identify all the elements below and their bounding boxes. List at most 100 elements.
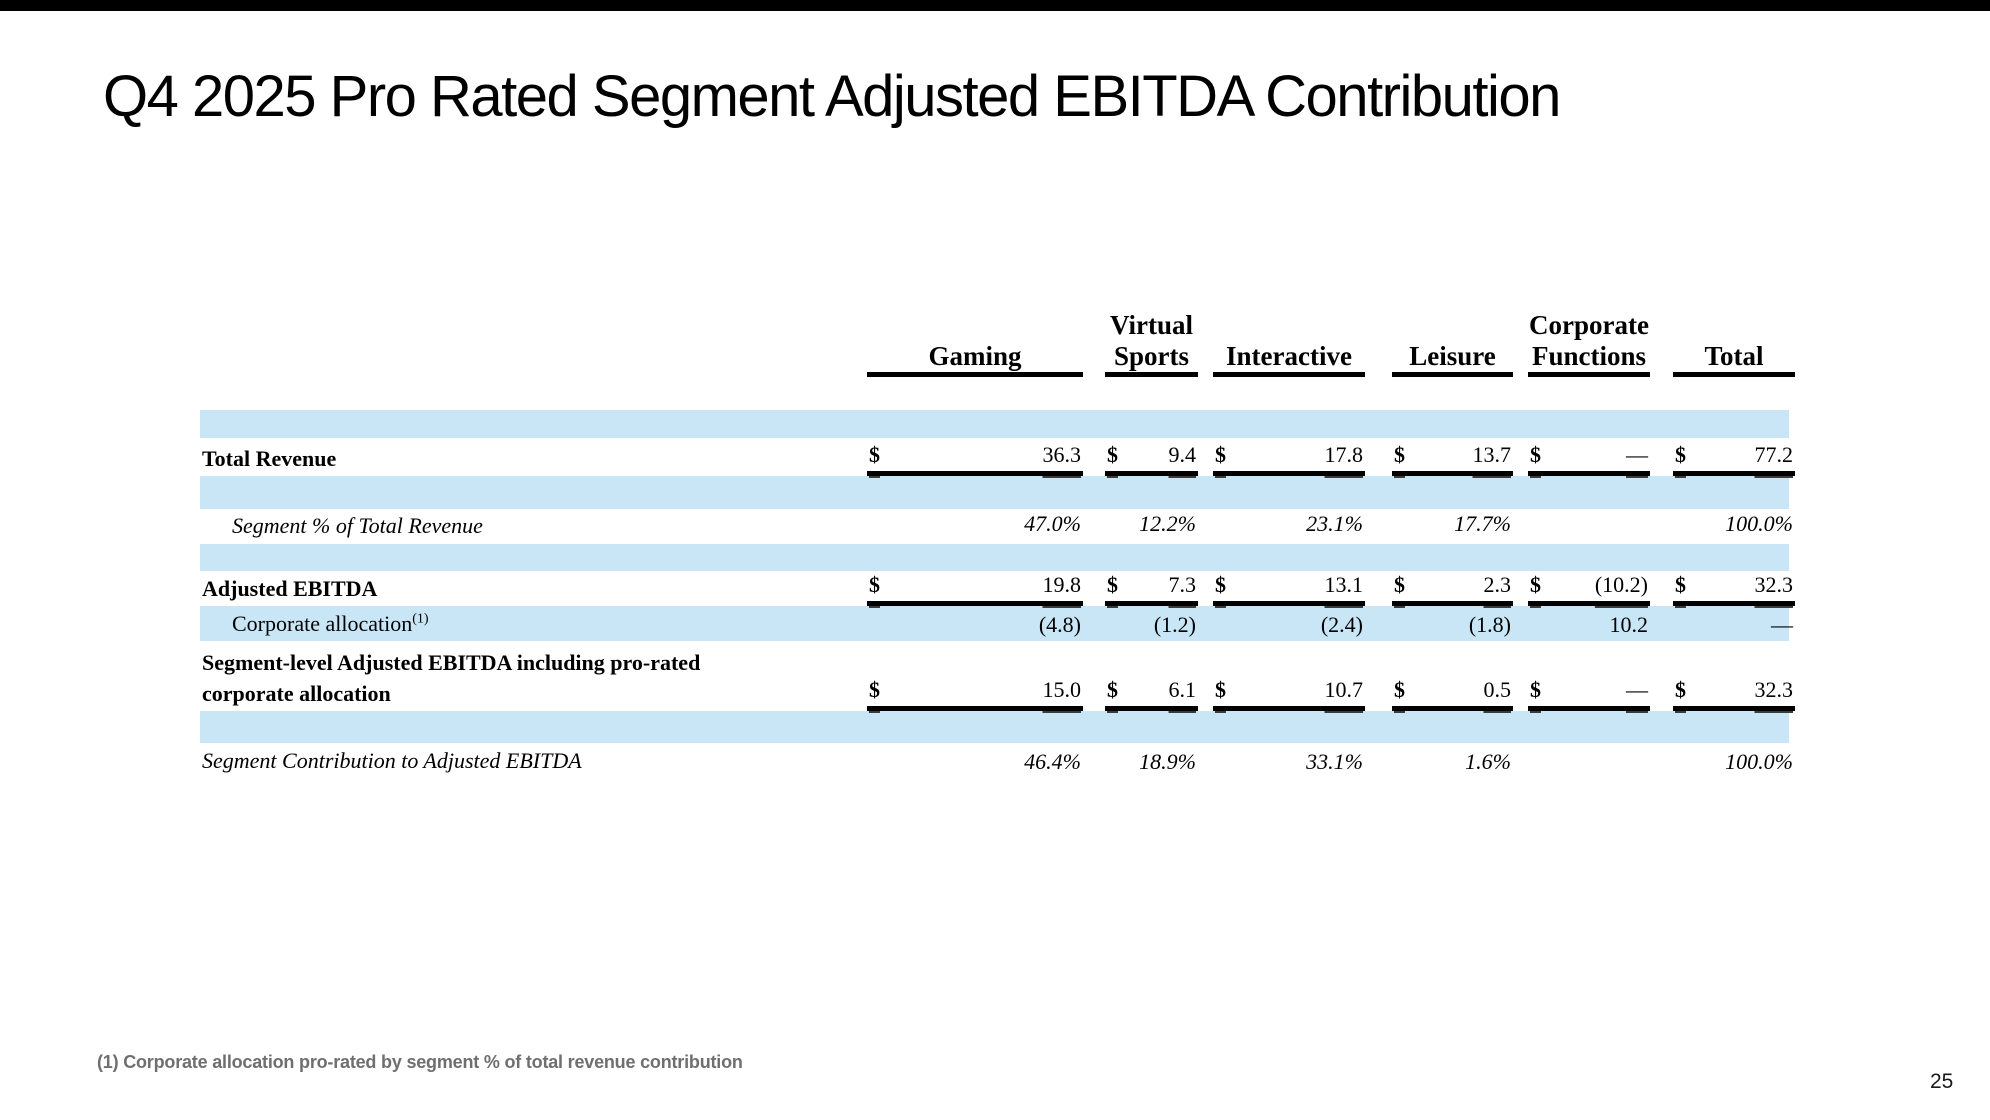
- total-revenue-interactive-cell: $ 17.8: [1213, 438, 1365, 476]
- total-revenue-leisure-cell: $ 13.7: [1392, 438, 1513, 476]
- currency-symbol: $: [1394, 572, 1405, 597]
- cell-value: (1.2): [1153, 612, 1196, 637]
- cell-value: 36.3: [1042, 442, 1082, 467]
- slide-title: Q4 2025 Pro Rated Segment Adjusted EBITD…: [103, 64, 1561, 129]
- currency-symbol: $: [1215, 442, 1226, 467]
- segment-level-interactive-cell: $ 10.7: [1213, 641, 1365, 711]
- cell-value: 23.1%: [1306, 510, 1363, 536]
- cell-value: 6.1: [1168, 677, 1197, 702]
- currency-symbol: $: [869, 572, 880, 597]
- adjusted-ebitda-corporate-functions-cell: $ (10.2): [1528, 571, 1650, 606]
- cell-value: 1.6%: [1465, 749, 1511, 774]
- cell-value: 12.2%: [1139, 510, 1196, 536]
- segment-level-gaming-cell: $ 15.0: [867, 641, 1083, 711]
- cell-value: 10.7: [1324, 677, 1364, 702]
- currency-symbol: $: [1107, 677, 1118, 702]
- column-header-label: Corporate: [1529, 310, 1649, 340]
- table-row-segment-level-ebitda: Segment-level Adjusted EBITDA including …: [0, 641, 1990, 711]
- corporate-allocation-gaming-cell: (4.8): [867, 606, 1083, 641]
- cell-value: 17.8: [1324, 442, 1364, 467]
- currency-symbol: $: [1530, 442, 1541, 467]
- adjusted-ebitda-interactive-cell: $ 13.1: [1213, 571, 1365, 606]
- corporate-allocation-virtual-sports-cell: (1.2): [1105, 606, 1198, 641]
- cell-value: 0.5: [1483, 677, 1512, 702]
- segment-pct-total-cell: 100.0%: [1673, 509, 1795, 544]
- segment-contribution-gaming-cell: 46.4%: [867, 743, 1083, 778]
- table-row-segment-pct-of-revenue: Segment % of Total Revenue 47.0% 12.2% 2…: [0, 509, 1990, 544]
- cell-value: 100.0%: [1725, 749, 1793, 774]
- segment-contribution-total-cell: 100.0%: [1673, 743, 1795, 778]
- currency-symbol: $: [1394, 442, 1405, 467]
- total-revenue-corporate-functions-cell: $ —: [1528, 438, 1650, 476]
- table-stripe: [200, 711, 1789, 743]
- column-header-label: Total: [1704, 341, 1764, 371]
- currency-symbol: $: [1675, 572, 1686, 597]
- currency-symbol: $: [1215, 572, 1226, 597]
- corporate-allocation-leisure-cell: (1.8): [1392, 606, 1513, 641]
- cell-value: (1.8): [1468, 612, 1511, 637]
- row-label-line1: Segment-level Adjusted EBITDA including …: [202, 650, 701, 675]
- column-header-label: Sports: [1113, 341, 1189, 371]
- row-label: Segment Contribution to Adjusted EBITDA: [202, 748, 582, 773]
- column-header-label: Functions: [1531, 341, 1647, 371]
- currency-symbol: $: [1530, 677, 1541, 702]
- footnote: (1) Corporate allocation pro-rated by se…: [97, 1052, 743, 1072]
- total-revenue-gaming-cell: $ 36.3: [867, 438, 1083, 476]
- cell-value: 32.3: [1754, 677, 1794, 702]
- currency-symbol: $: [1675, 442, 1686, 467]
- cell-value: (4.8): [1038, 612, 1081, 637]
- segment-pct-gaming-cell: 47.0%: [867, 509, 1083, 544]
- adjusted-ebitda-gaming-cell: $ 19.8: [867, 571, 1083, 606]
- currency-symbol: $: [1675, 677, 1686, 702]
- row-label: Total Revenue: [202, 446, 337, 471]
- segment-level-leisure-cell: $ 0.5: [1392, 641, 1513, 711]
- table-stripe: [200, 544, 1789, 571]
- adjusted-ebitda-leisure-cell: $ 2.3: [1392, 571, 1513, 606]
- segment-level-total-cell: $ 32.3: [1673, 641, 1795, 711]
- page-number: 25: [1930, 1070, 1954, 1093]
- currency-symbol: $: [869, 677, 880, 702]
- segment-pct-corporate-functions-cell: [1528, 509, 1650, 544]
- cell-value: 10.2: [1609, 612, 1649, 637]
- column-header-label: Interactive: [1226, 341, 1352, 371]
- currency-symbol: $: [1107, 442, 1118, 467]
- cell-value: (2.4): [1320, 612, 1363, 637]
- cell-value: (10.2): [1594, 572, 1648, 597]
- cell-value: 33.1%: [1306, 749, 1363, 774]
- table-row-total-revenue: Total Revenue $ 36.3 $ 9.4 $ 17.8 $ 13.7…: [0, 438, 1990, 476]
- cell-value: —: [1626, 677, 1648, 702]
- top-accent-bar: [0, 0, 1990, 11]
- table-row-corporate-allocation: Corporate allocation(1) (4.8) (1.2) (2.4…: [0, 606, 1990, 641]
- adjusted-ebitda-virtual-sports-cell: $ 7.3: [1105, 571, 1198, 606]
- footnote-reference: (1): [412, 611, 429, 627]
- corporate-allocation-total-cell: —: [1673, 606, 1795, 641]
- row-label: Segment % of Total Revenue: [232, 513, 483, 538]
- adjusted-ebitda-total-cell: $ 32.3: [1673, 571, 1795, 606]
- cell-value: 77.2: [1754, 442, 1794, 467]
- row-label: Adjusted EBITDA: [202, 576, 378, 601]
- cell-value: 100.0%: [1725, 510, 1793, 536]
- cell-value: 17.7%: [1454, 510, 1511, 536]
- segment-pct-leisure-cell: 17.7%: [1392, 509, 1513, 544]
- cell-value: 13.1: [1324, 572, 1364, 597]
- segment-pct-virtual-sports-cell: 12.2%: [1105, 509, 1198, 544]
- row-label-line2: corporate allocation: [202, 681, 391, 706]
- currency-symbol: $: [1107, 572, 1118, 597]
- cell-value: 7.3: [1168, 572, 1197, 597]
- column-header-label: Leisure: [1409, 341, 1496, 371]
- cell-value: 19.8: [1042, 572, 1082, 597]
- column-header-interactive: Interactive: [1213, 305, 1365, 377]
- table-stripe: [200, 476, 1789, 509]
- total-revenue-virtual-sports-cell: $ 9.4: [1105, 438, 1198, 476]
- row-label: Corporate allocation(1): [232, 612, 429, 641]
- column-header-corporate-functions: Corporate Functions: [1528, 305, 1650, 377]
- cell-value: 9.4: [1168, 442, 1197, 467]
- column-header-gaming: Gaming: [867, 305, 1083, 377]
- segment-contribution-corporate-functions-cell: [1528, 743, 1650, 778]
- column-header-virtual-sports: Virtual Sports: [1105, 305, 1198, 377]
- currency-symbol: $: [869, 442, 880, 467]
- cell-value: 2.3: [1483, 572, 1512, 597]
- segment-contribution-virtual-sports-cell: 18.9%: [1105, 743, 1198, 778]
- table-stripe: [200, 410, 1789, 438]
